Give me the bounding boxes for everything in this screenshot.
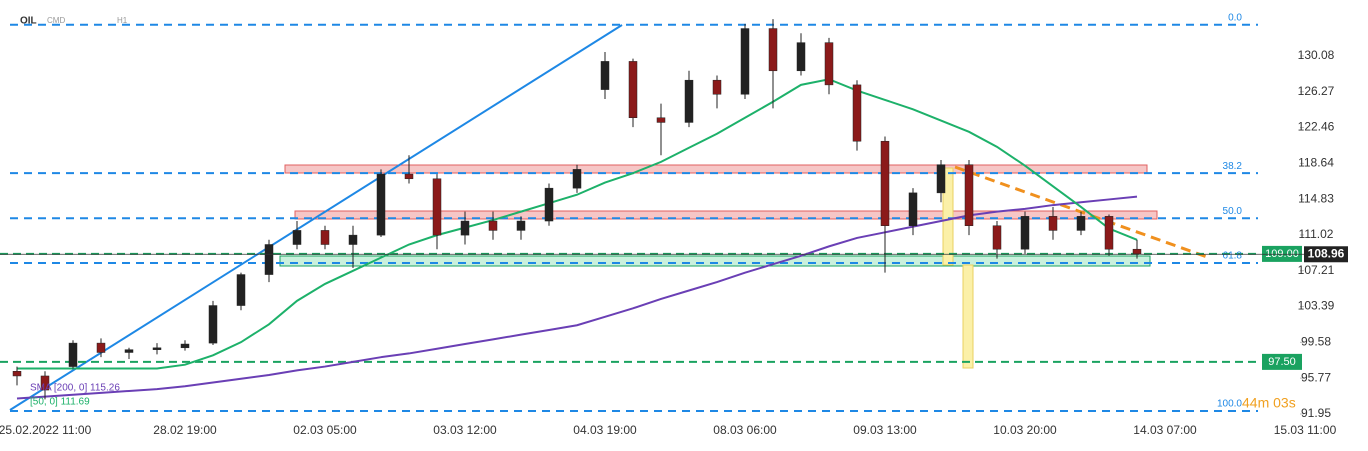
trendline bbox=[954, 165, 1211, 260]
x-tick-label: 10.03 20:00 bbox=[993, 423, 1057, 437]
candle-body bbox=[208, 305, 218, 344]
interval: H1 bbox=[117, 16, 128, 25]
candle-body bbox=[1048, 216, 1058, 231]
current-price-box bbox=[1304, 246, 1348, 263]
price-level-box bbox=[1262, 353, 1302, 370]
candle-body bbox=[852, 84, 862, 142]
y-tick-label: 103.39 bbox=[1298, 299, 1335, 313]
sma-line bbox=[17, 78, 1138, 370]
candle-body bbox=[628, 61, 638, 118]
price-level-label: 109.00 bbox=[1265, 248, 1299, 260]
candle-body bbox=[1020, 216, 1030, 250]
x-tick-label: 28.02 19:00 bbox=[153, 423, 217, 437]
current-price-label: 108.96 bbox=[1308, 246, 1345, 260]
candle-body bbox=[992, 225, 1002, 250]
candle-body bbox=[824, 42, 834, 86]
candle-body bbox=[12, 371, 22, 377]
candle-body bbox=[236, 274, 246, 306]
x-tick-label: 09.03 13:00 bbox=[853, 423, 917, 437]
candle-body bbox=[880, 140, 890, 226]
y-tick-label: 130.08 bbox=[1298, 48, 1335, 62]
candle-body bbox=[740, 28, 750, 95]
fib-label: 100.0 bbox=[1217, 399, 1242, 410]
candle-body bbox=[964, 164, 974, 226]
candle-body bbox=[348, 234, 358, 245]
y-tick-label: 99.58 bbox=[1301, 335, 1331, 349]
y-tick-label: 91.95 bbox=[1301, 406, 1331, 420]
candle-body bbox=[684, 79, 694, 123]
y-tick-label: 107.21 bbox=[1298, 263, 1335, 277]
x-tick-label: 03.03 12:00 bbox=[433, 423, 497, 437]
x-tick-label: 25.02.2022 11:00 bbox=[0, 423, 92, 437]
timer: 44m 03s bbox=[1242, 395, 1296, 411]
legend-entry: [50, 0] 111.69 bbox=[30, 397, 90, 408]
y-tick-label: 118.64 bbox=[1298, 156, 1334, 170]
candle-body bbox=[152, 347, 162, 350]
candle-body bbox=[768, 28, 778, 72]
candle-body bbox=[936, 164, 946, 194]
candle-body bbox=[796, 42, 806, 72]
x-tick-label: 14.03 07:00 bbox=[1133, 423, 1197, 437]
projection-box bbox=[942, 167, 954, 266]
resistance-zone bbox=[284, 164, 1148, 174]
candle-body bbox=[124, 349, 134, 353]
fib-label: 38.2 bbox=[1223, 161, 1243, 172]
candle-body bbox=[432, 178, 442, 236]
candle-body bbox=[656, 117, 666, 123]
sma-line bbox=[16, 195, 1138, 400]
legend-entry: SMA [200, 0] 115.26 bbox=[30, 383, 120, 394]
candle-body bbox=[600, 61, 610, 90]
candle-body bbox=[68, 342, 78, 367]
candle-body bbox=[516, 220, 526, 231]
candle-body bbox=[460, 220, 470, 236]
price-level-label: 97.50 bbox=[1268, 356, 1296, 368]
candle-body bbox=[40, 375, 50, 391]
candle-body bbox=[908, 192, 918, 226]
y-tick-label: 114.83 bbox=[1298, 191, 1334, 205]
projection-box bbox=[962, 264, 974, 369]
x-tick-label: 04.03 19:00 bbox=[573, 423, 637, 437]
candle-body bbox=[292, 230, 302, 245]
candle-body bbox=[1104, 216, 1114, 250]
trendline bbox=[9, 24, 623, 411]
y-tick-label: 126.27 bbox=[1298, 84, 1335, 98]
x-tick-label: 15.03 11:00 bbox=[1274, 423, 1337, 437]
y-tick-label: 95.77 bbox=[1301, 370, 1331, 384]
x-tick-label: 08.03 06:00 bbox=[713, 423, 777, 437]
candle-body bbox=[1076, 216, 1086, 231]
fib-label: 0.0 bbox=[1228, 12, 1242, 23]
y-tick-label: 111.02 bbox=[1299, 227, 1334, 241]
candle-body bbox=[376, 173, 386, 236]
candle-body bbox=[1132, 248, 1142, 255]
support-zone bbox=[279, 255, 1151, 267]
x-tick-label: 02.03 05:00 bbox=[293, 423, 357, 437]
symbol: OIL bbox=[20, 16, 37, 27]
y-tick-label: 122.46 bbox=[1298, 120, 1335, 134]
candle-body bbox=[320, 230, 330, 245]
candle-body bbox=[404, 173, 414, 180]
candle-body bbox=[544, 187, 554, 222]
candle-body bbox=[180, 343, 190, 349]
fib-label: 50.0 bbox=[1223, 206, 1243, 217]
candle-body bbox=[264, 244, 274, 275]
market: CMD bbox=[47, 16, 65, 25]
candle-body bbox=[96, 342, 106, 353]
candle-body bbox=[712, 79, 722, 95]
fib-label: 61.8 bbox=[1223, 251, 1243, 262]
candle-body bbox=[488, 220, 498, 231]
candle-body bbox=[572, 169, 582, 189]
